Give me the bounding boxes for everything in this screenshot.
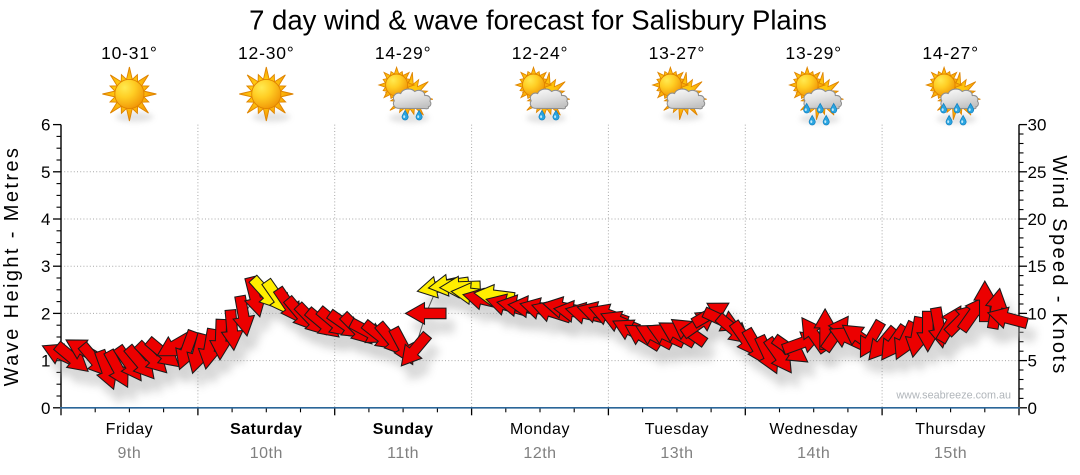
svg-text:0: 0 [41, 399, 50, 418]
svg-text:12th: 12th [523, 445, 556, 462]
svg-text:25: 25 [1028, 163, 1047, 182]
svg-text:7 day wind & wave forecast for: 7 day wind & wave forecast for Salisbury… [249, 5, 827, 36]
svg-text:Thursday: Thursday [915, 421, 986, 438]
svg-text:15: 15 [1028, 257, 1047, 276]
svg-text:12-24°: 12-24° [512, 43, 569, 63]
svg-text:6: 6 [41, 116, 50, 135]
svg-text:13-27°: 13-27° [649, 43, 706, 63]
svg-text:13th: 13th [660, 445, 693, 462]
svg-text:10th: 10th [250, 445, 283, 462]
svg-text:9th: 9th [118, 445, 142, 462]
svg-text:Sunday: Sunday [373, 421, 434, 438]
svg-text:3: 3 [41, 257, 50, 276]
svg-text:1: 1 [41, 352, 50, 371]
svg-text:4: 4 [41, 210, 50, 229]
svg-text:13-29°: 13-29° [785, 43, 842, 63]
svg-text:20: 20 [1028, 210, 1047, 229]
svg-text:15th: 15th [934, 445, 967, 462]
svg-text:Wave Height - Metres: Wave Height - Metres [1, 146, 23, 387]
svg-text:14-27°: 14-27° [922, 43, 979, 63]
svg-text:Wind Speed - Knots: Wind Speed - Knots [1048, 155, 1070, 375]
svg-text:0: 0 [1028, 399, 1037, 418]
svg-text:Tuesday: Tuesday [645, 421, 709, 438]
svg-text:14-29°: 14-29° [375, 43, 432, 63]
svg-text:30: 30 [1028, 116, 1047, 135]
svg-text:12-30°: 12-30° [238, 43, 295, 63]
svg-text:5: 5 [1028, 352, 1037, 371]
svg-text:Wednesday: Wednesday [769, 421, 858, 438]
svg-text:10-31°: 10-31° [101, 43, 158, 63]
svg-text:Friday: Friday [106, 421, 153, 438]
svg-text:10: 10 [1028, 304, 1047, 323]
svg-text:2: 2 [41, 304, 50, 323]
svg-text:5: 5 [41, 163, 50, 182]
svg-text:Monday: Monday [510, 421, 570, 438]
svg-text:Saturday: Saturday [230, 421, 302, 438]
svg-text:11th: 11th [387, 445, 419, 462]
svg-text:www.seabreeze.com.au: www.seabreeze.com.au [895, 390, 1011, 402]
svg-text:14th: 14th [797, 445, 830, 462]
